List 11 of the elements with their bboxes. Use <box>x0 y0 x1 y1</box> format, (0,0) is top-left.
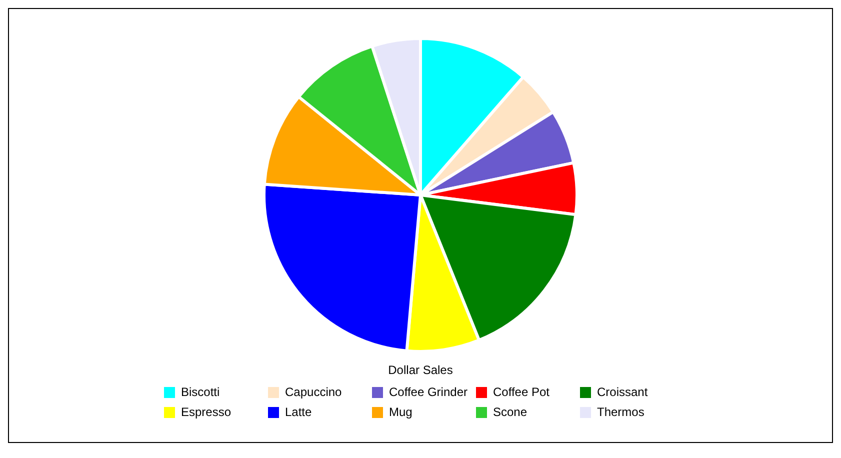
legend-label: Biscotti <box>181 385 220 399</box>
legend-label: Coffee Pot <box>493 385 550 399</box>
legend-label: Croissant <box>597 385 648 399</box>
legend-label: Capuccino <box>285 385 342 399</box>
legend-label: Thermos <box>597 405 644 419</box>
legend-label: Latte <box>285 405 312 419</box>
legend-label: Coffee Grinder <box>389 385 468 399</box>
legend-label: Mug <box>389 405 412 419</box>
text: Dollar Sales <box>387 363 454 377</box>
legend-label: Scone <box>493 405 528 419</box>
legend-label: Espresso <box>181 405 232 419</box>
